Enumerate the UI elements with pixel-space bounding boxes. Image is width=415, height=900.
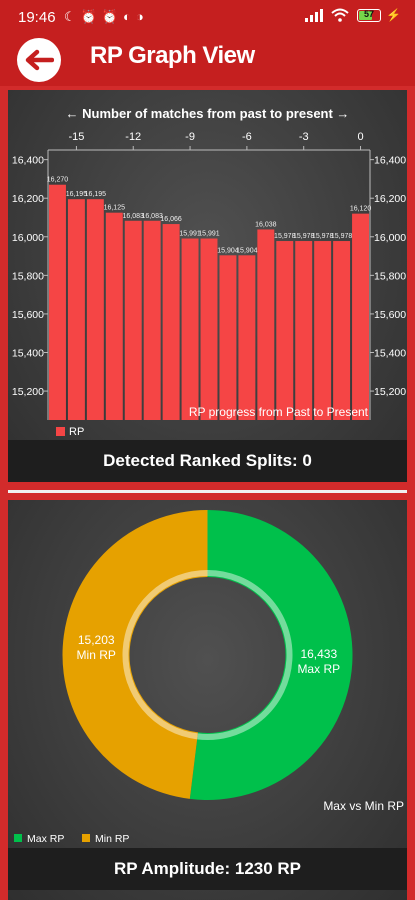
rp-bar-value-label: 16,270: [47, 177, 69, 184]
legend-label-rp: RP: [69, 426, 84, 438]
battery-icon: 57: [357, 8, 382, 22]
x-tick-label: -12: [125, 131, 141, 143]
y-tick-label-left: 15,600: [12, 309, 44, 321]
donut-slice-name: Max RP: [297, 662, 340, 676]
alarm-off-icon: ⏰: [101, 9, 124, 24]
rp-bar-value-label: 16,066: [160, 216, 182, 223]
donut-slice-value: 15,203: [78, 633, 115, 647]
app-icon: ◐: [123, 9, 136, 24]
rp-bar-value-label: 16,195: [66, 191, 88, 198]
alarm-icon: ⏰: [80, 9, 102, 24]
rp-bar-value-label: 15,904: [236, 247, 258, 254]
legend-swatch-rp: [56, 427, 65, 436]
rp-bar-value-label: 16,038: [255, 221, 277, 228]
y-tick-label-right: 16,200: [374, 193, 406, 205]
rp-donut-chart-panel: 16,433 Max RP 15,203 Min RP Max vs Min RP Max…: [8, 500, 407, 900]
donut-slice-name: Min RP: [77, 648, 116, 662]
donut-inner-ring: [122, 570, 208, 740]
rp-bar: [219, 255, 237, 420]
rp-bar: [124, 220, 142, 420]
y-tick-label-right: 15,200: [374, 386, 406, 398]
back-button[interactable]: [17, 38, 61, 82]
moon-icon: ☾: [64, 9, 81, 24]
x-tick-label: -6: [242, 131, 252, 143]
rp-bar: [86, 199, 104, 420]
donut-inner-ring: [197, 570, 293, 740]
rp-bar: [276, 241, 294, 420]
arrow-left-icon: [25, 49, 54, 71]
chart-description: RP progress from Past to Present: [189, 405, 369, 419]
rp-bar-chart: ← Number of matches from past to present…: [12, 106, 406, 438]
rp-bar-value-label: 15,978: [331, 233, 353, 240]
app-bar: RP Graph View: [0, 34, 415, 86]
rp-bar-value-label: 16,125: [104, 205, 126, 212]
rp-bar-value-label: 15,978: [312, 233, 334, 240]
rp-bar: [162, 224, 180, 420]
x-tick-label: -9: [185, 131, 195, 143]
legend-swatch: [82, 834, 90, 842]
rp-bar: [200, 238, 218, 420]
status-time: 19:46: [18, 9, 56, 26]
donut-slice-max-rp: [189, 510, 353, 800]
legend-swatch: [14, 834, 22, 842]
y-tick-label-right: 16,400: [374, 155, 406, 167]
signal-icon: [305, 8, 324, 22]
rp-bar: [143, 220, 161, 420]
battery-level: 57: [364, 8, 375, 19]
rp-bar-chart-panel: ← Number of matches from past to present…: [8, 90, 407, 482]
status-notification-icons: ☾⏰⏰◐◑: [64, 9, 149, 25]
rp-bar: [295, 241, 313, 420]
rp-bar: [181, 238, 199, 420]
y-tick-label-left: 15,200: [12, 386, 44, 398]
y-tick-label-left: 15,800: [12, 270, 44, 282]
x-tick-label: -3: [299, 131, 309, 143]
rp-bar: [314, 241, 332, 420]
rp-bar-value-label: 15,978: [274, 233, 296, 240]
wifi-icon: [331, 8, 349, 22]
rp-bar-value-label: 16,083: [123, 213, 145, 220]
rp-bar: [352, 213, 369, 420]
x-tick-label: 0: [357, 131, 363, 143]
rp-bar: [105, 212, 123, 420]
section-divider: [8, 490, 407, 493]
legend-label: Min RP: [95, 833, 129, 845]
ranked-splits-label: Detected Ranked Splits: 0: [8, 440, 407, 482]
rp-bar: [49, 184, 66, 420]
donut-slice-min-rp: [62, 510, 208, 799]
rp-bar-value-label: 15,991: [198, 231, 220, 238]
chart-title: ← Number of matches from past to present…: [66, 106, 350, 121]
y-tick-label-left: 16,200: [12, 193, 44, 205]
y-tick-label-right: 15,400: [374, 348, 406, 360]
rp-bar-value-label: 16,120: [350, 206, 372, 213]
rp-bar: [257, 229, 275, 420]
rp-bar-value-label: 15,991: [179, 231, 201, 238]
x-tick-label: -15: [68, 131, 84, 143]
y-tick-label-right: 16,000: [374, 232, 406, 244]
y-tick-label-left: 15,400: [12, 348, 44, 360]
rp-bar-value-label: 16,195: [85, 191, 107, 198]
status-right-icons: 57 ⚡: [305, 8, 401, 22]
app-icon-2: ◑: [135, 9, 149, 24]
rp-bar: [67, 199, 85, 420]
rp-bar-value-label: 15,978: [293, 233, 315, 240]
rp-amplitude-label: RP Amplitude: 1230 RP: [8, 848, 407, 890]
status-bar: 19:46 ☾⏰⏰◐◑ 57 ⚡: [0, 0, 415, 34]
y-tick-label-left: 16,400: [12, 155, 44, 167]
donut-description: Max vs Min RP: [323, 799, 404, 813]
y-tick-label-right: 15,600: [374, 309, 406, 321]
y-tick-label-right: 15,800: [374, 270, 406, 282]
y-tick-label-left: 16,000: [12, 232, 44, 244]
charging-icon: ⚡: [386, 8, 401, 22]
rp-bar-value-label: 16,083: [141, 213, 163, 220]
legend-label: Max RP: [27, 833, 64, 845]
page-title: RP Graph View: [90, 42, 255, 69]
donut-slice-value: 16,433: [300, 647, 337, 661]
rp-bar-value-label: 15,904: [217, 247, 239, 254]
rp-bar: [333, 241, 351, 420]
rp-bar: [238, 255, 256, 420]
